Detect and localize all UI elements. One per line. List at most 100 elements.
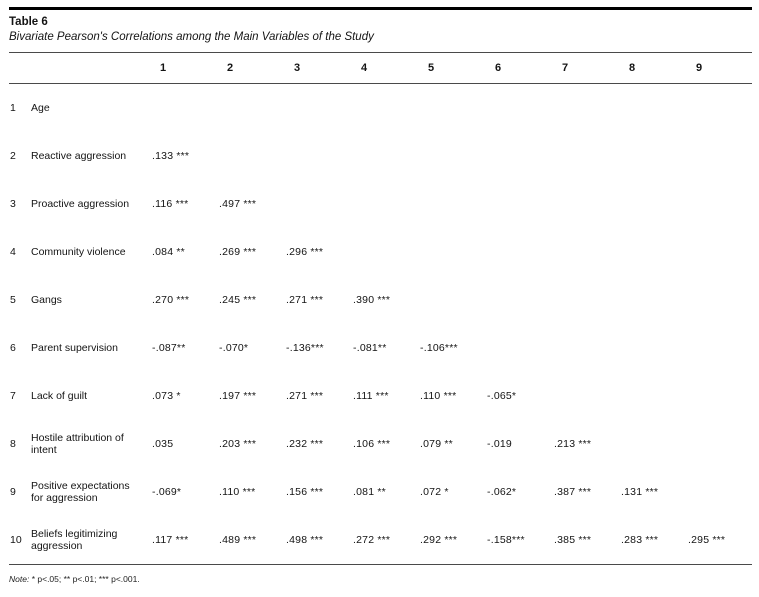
correlation-value xyxy=(685,324,752,372)
correlation-value: .203 *** xyxy=(219,437,257,450)
row-number: 5 xyxy=(10,293,16,306)
table-row: 3 Proactive aggression .116 *** .497 *** xyxy=(9,180,752,228)
correlation-value xyxy=(618,228,685,276)
correlation-value xyxy=(685,276,752,324)
row-number: 6 xyxy=(10,341,16,354)
correlation-value: -.106*** xyxy=(420,341,458,354)
correlation-value xyxy=(350,180,417,228)
table-row: 9 Positive expectations for aggression -.0… xyxy=(9,468,752,516)
correlation-value xyxy=(149,84,216,133)
correlation-value xyxy=(551,132,618,180)
correlation-value: -.065* xyxy=(487,389,517,402)
correlation-value: .292 *** xyxy=(420,533,458,546)
correlation-value: .073 * xyxy=(152,389,181,402)
column-header: 7 xyxy=(551,52,618,84)
correlation-value: -.062* xyxy=(487,485,517,498)
correlation-value: -.158*** xyxy=(487,533,525,546)
correlation-value xyxy=(417,132,484,180)
row-number: 7 xyxy=(10,389,16,402)
correlation-value: .385 *** xyxy=(554,533,592,546)
column-header: 1 xyxy=(149,52,216,84)
row-number: 4 xyxy=(10,245,16,258)
row-label: Proactive aggression xyxy=(31,197,130,210)
table-row: 1 Age xyxy=(9,84,752,133)
correlation-value xyxy=(618,132,685,180)
correlation-value xyxy=(618,84,685,133)
table-body: 1 Age 2 Reactive aggression .133 *** 3 Proacti… xyxy=(9,84,752,565)
header-spacer xyxy=(9,52,31,84)
correlation-value: .156 *** xyxy=(286,485,324,498)
correlation-value xyxy=(685,132,752,180)
row-number: 9 xyxy=(10,485,16,498)
row-number: 3 xyxy=(10,197,16,210)
correlation-value xyxy=(216,132,283,180)
column-header: 2 xyxy=(216,52,283,84)
correlation-value: .106 *** xyxy=(353,437,391,450)
correlation-value: .272 *** xyxy=(353,533,391,546)
correlation-value xyxy=(350,228,417,276)
correlation-value: -.081** xyxy=(353,341,387,354)
correlation-value xyxy=(216,84,283,133)
correlation-value xyxy=(283,84,350,133)
table-row: 4 Community violence .084 ** .269 *** .296 *… xyxy=(9,228,752,276)
row-number: 10 xyxy=(10,533,22,546)
correlation-value: .197 *** xyxy=(219,389,257,402)
correlation-value xyxy=(551,324,618,372)
correlation-value xyxy=(417,276,484,324)
correlation-value xyxy=(685,372,752,420)
correlation-value xyxy=(551,228,618,276)
table-row: 8 Hostile attribution of intent .035 .203 *… xyxy=(9,420,752,468)
correlation-value: .271 *** xyxy=(286,293,324,306)
top-rule xyxy=(9,7,752,10)
correlation-value xyxy=(417,180,484,228)
correlation-value xyxy=(685,420,752,468)
correlation-value xyxy=(618,180,685,228)
row-number: 8 xyxy=(10,437,16,450)
row-label: Positive expectations for aggression xyxy=(31,479,130,505)
correlation-value: .116 *** xyxy=(152,197,189,210)
correlation-value: .117 *** xyxy=(152,533,189,546)
correlation-value: .084 ** xyxy=(152,245,185,258)
correlation-value: .269 *** xyxy=(219,245,257,258)
row-label: Parent supervision xyxy=(31,341,118,354)
correlation-value: -.070* xyxy=(219,341,249,354)
table-note: Note: * p<.05; ** p<.01; *** p<.001. xyxy=(9,574,752,584)
correlation-value xyxy=(618,420,685,468)
correlation-value: .296 *** xyxy=(286,245,324,258)
correlation-value: .111 *** xyxy=(353,389,389,402)
column-header: 3 xyxy=(283,52,350,84)
correlation-value: .390 *** xyxy=(353,293,391,306)
correlation-value xyxy=(350,132,417,180)
table-row: 5 Gangs .270 *** .245 *** .271 *** .390 *** xyxy=(9,276,752,324)
correlation-value: .270 *** xyxy=(152,293,190,306)
correlation-value: .110 *** xyxy=(420,389,457,402)
correlation-value xyxy=(618,372,685,420)
document-page: Table 6 Bivariate Pearson's Correlations… xyxy=(9,7,752,584)
correlation-value: .489 *** xyxy=(219,533,257,546)
correlation-value xyxy=(283,180,350,228)
header-row: 1 2 3 4 5 6 7 8 9 xyxy=(9,52,752,84)
correlation-value: .245 *** xyxy=(219,293,257,306)
correlation-value: .133 *** xyxy=(152,149,190,162)
correlation-value xyxy=(484,276,551,324)
row-label: Reactive aggression xyxy=(31,149,127,162)
correlation-value: .295 *** xyxy=(688,533,726,546)
row-number: 2 xyxy=(10,149,16,162)
correlation-value: -.019 xyxy=(487,437,512,450)
correlation-value xyxy=(551,372,618,420)
correlation-value xyxy=(551,84,618,133)
correlation-value xyxy=(618,276,685,324)
correlation-value xyxy=(417,228,484,276)
table-row: 7 Lack of guilt .073 * .197 *** .271 *** .111… xyxy=(9,372,752,420)
table-row: 10 Beliefs legitimizing aggression .117 **… xyxy=(9,516,752,565)
correlation-value xyxy=(685,180,752,228)
correlation-table: 1 2 3 4 5 6 7 8 9 1 Age 2 Reactive aggressi… xyxy=(9,52,752,565)
correlation-value xyxy=(484,324,551,372)
header-spacer xyxy=(31,52,149,84)
correlation-value: -.136*** xyxy=(286,341,324,354)
correlation-value: .387 *** xyxy=(554,485,592,498)
correlation-value xyxy=(417,84,484,133)
row-label: Community violence xyxy=(31,245,126,258)
correlation-value: .035 xyxy=(152,437,174,450)
correlation-value: .072 * xyxy=(420,485,449,498)
